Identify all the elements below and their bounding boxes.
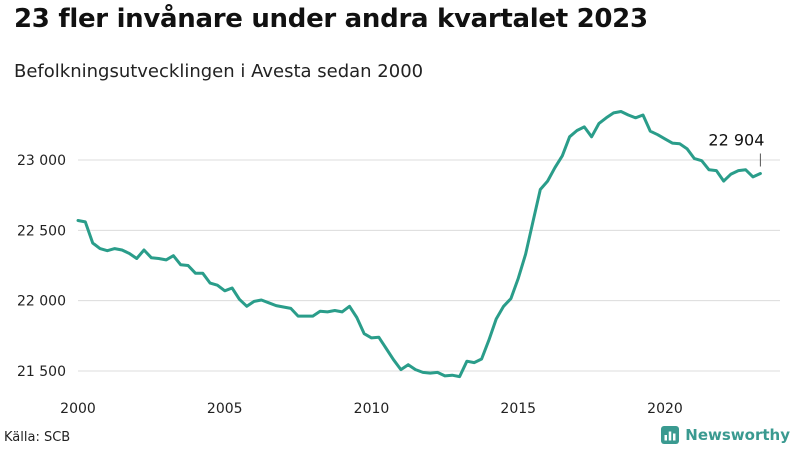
x-tick-label: 2000 [60, 401, 96, 417]
chart-subtitle: Befolkningsutvecklingen i Avesta sedan 2… [14, 61, 424, 82]
y-tick-label: 22 500 [17, 223, 66, 239]
x-axis-ticks: 2000 2005 2010 2015 2020 [60, 401, 683, 417]
source-credit: Källa: SCB [4, 430, 71, 445]
population-line-chart: 21 500 22 000 22 500 23 000 2000 2005 2010 201… [17, 110, 780, 417]
brand-logo[interactable]: Newsworthy [661, 426, 790, 444]
brand-name: Newsworthy [685, 426, 790, 444]
population-series-line [76, 110, 762, 379]
annotation-label: 22 904 [708, 131, 764, 150]
gridlines [78, 159, 780, 372]
y-tick-label: 22 000 [17, 294, 66, 310]
y-tick-label: 21 500 [17, 364, 66, 380]
x-tick-label: 2010 [354, 401, 390, 417]
y-axis-ticks: 21 500 22 000 22 500 23 000 [17, 153, 66, 380]
y-tick-label: 23 000 [17, 153, 66, 169]
x-tick-label: 2005 [207, 401, 243, 417]
chart-title: 23 fler invånare under andra kvartalet 2… [14, 4, 648, 34]
x-tick-label: 2020 [647, 401, 683, 417]
bar-chart-icon [661, 426, 680, 444]
x-tick-label: 2015 [500, 401, 536, 417]
